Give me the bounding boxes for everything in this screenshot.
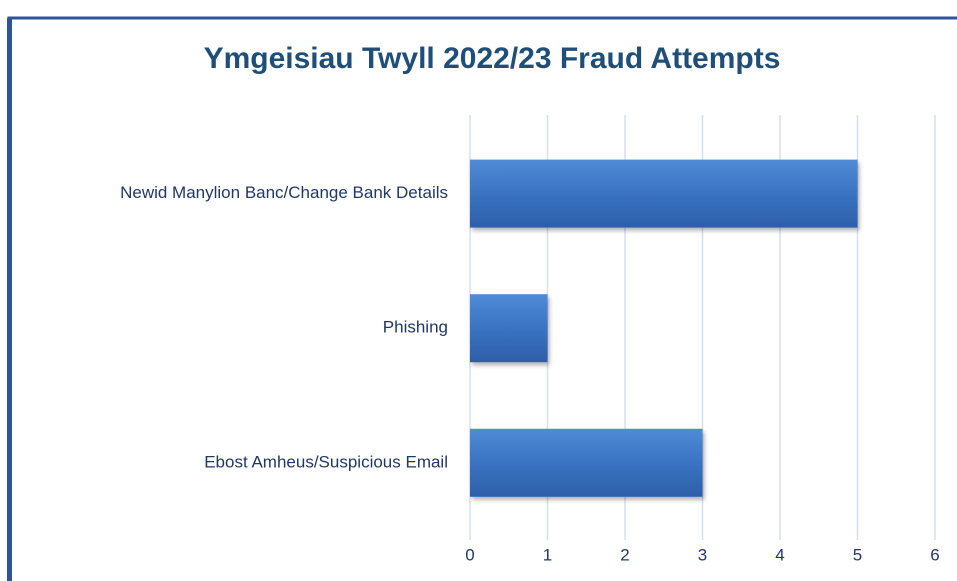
bar — [470, 294, 548, 363]
chart-title: Ymgeisiau Twyll 2022/23 Fraud Attempts — [204, 42, 781, 75]
frame-edge — [7, 18, 12, 581]
x-tick-label: 1 — [543, 545, 552, 564]
x-tick-label: 6 — [930, 545, 939, 564]
bar — [470, 159, 858, 228]
x-tick-label: 0 — [465, 545, 474, 564]
y-tick-label: Newid Manylion Banc/Change Bank Details — [120, 183, 448, 202]
bar — [470, 428, 703, 497]
x-tick-label: 3 — [698, 545, 707, 564]
y-tick-label: Ebost Amheus/Suspicious Email — [204, 452, 448, 471]
y-tick-label: Phishing — [383, 318, 448, 337]
x-tick-label: 2 — [620, 545, 629, 564]
x-tick-label: 4 — [775, 545, 784, 564]
x-tick-label: 5 — [853, 545, 862, 564]
